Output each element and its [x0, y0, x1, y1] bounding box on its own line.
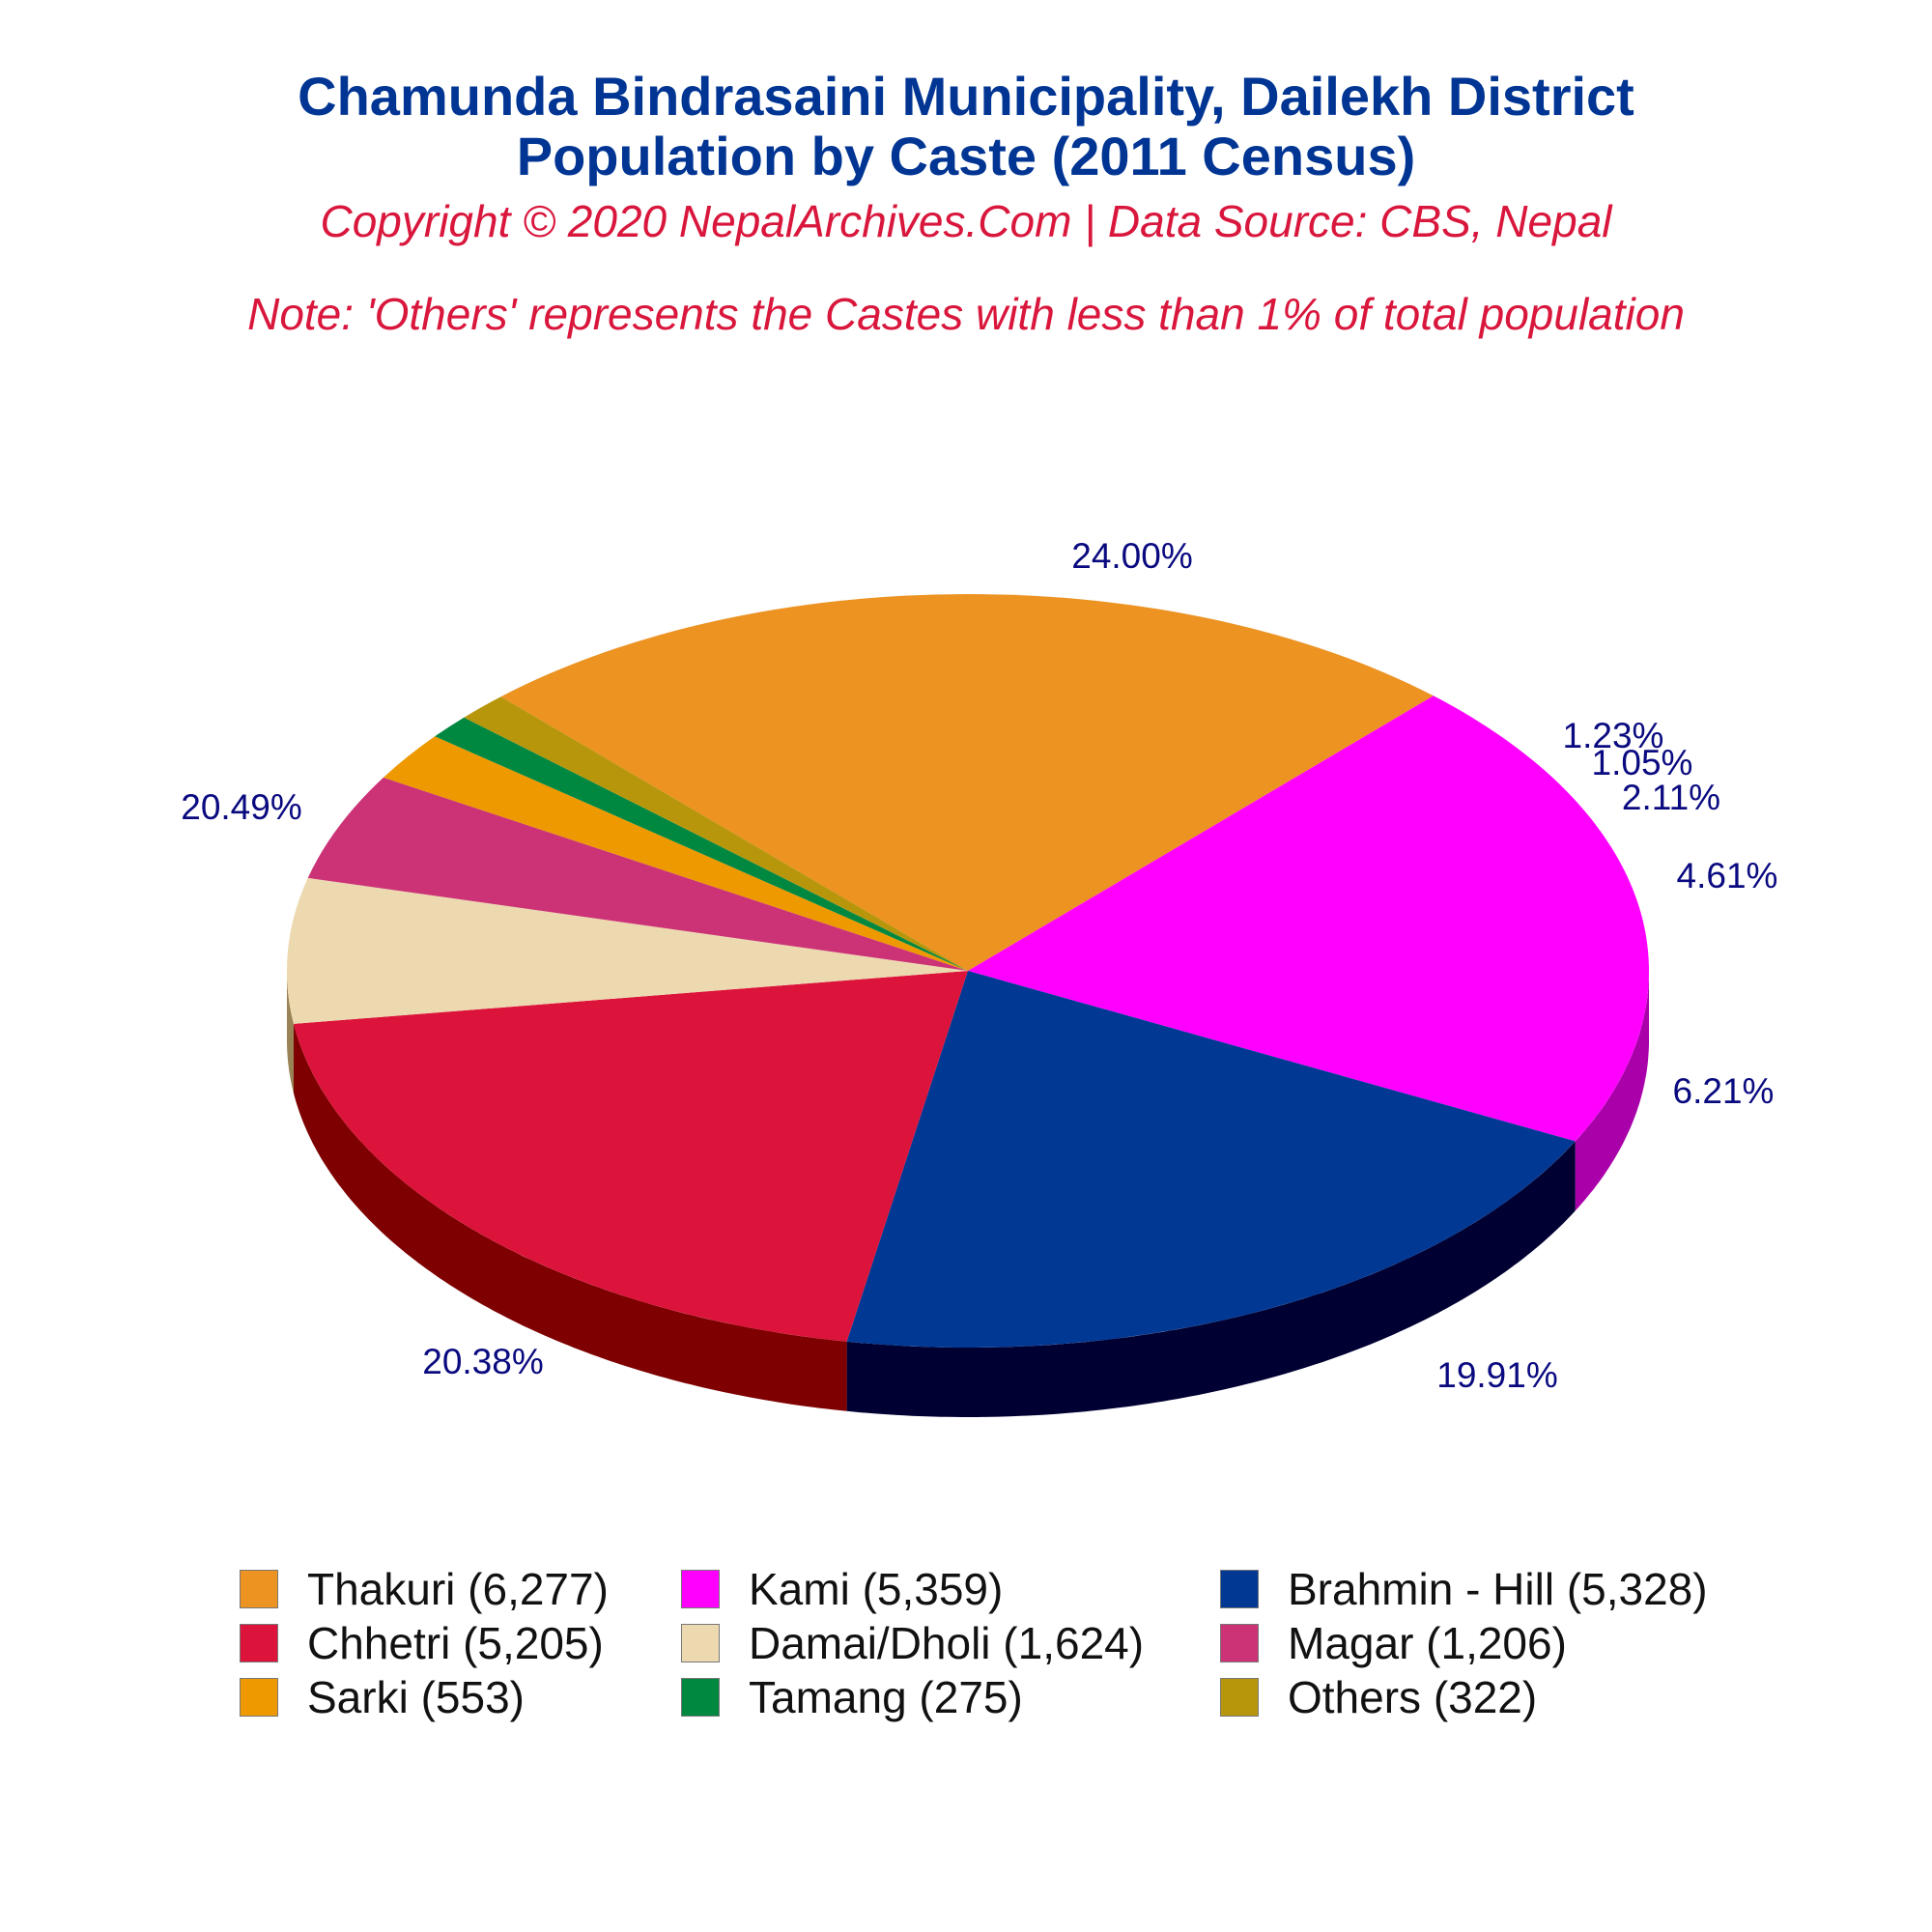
pie-label-damai-dholi: 6.21%	[1673, 1071, 1775, 1111]
pie-label-kami: 20.49%	[181, 787, 302, 827]
pie-side-chhetri	[294, 1023, 847, 1411]
pie-slice-brahmin-hill	[846, 971, 1576, 1349]
pie-slice-damai-dholi	[286, 877, 969, 1024]
copyright-text: Copyright © 2020 NepalArchives.Com | Dat…	[320, 196, 1612, 246]
pie-label-sarki: 2.11%	[1622, 778, 1720, 817]
pie-label-thakuri: 24.00%	[1071, 536, 1193, 576]
pie-label-tamang: 1.05%	[1592, 743, 1693, 782]
pie-slice-kami	[968, 696, 1649, 1142]
pie-slices	[286, 593, 1649, 1349]
pie-slice-tamang	[435, 717, 969, 971]
pie-label-chhetri: 19.91%	[1436, 1355, 1558, 1395]
pie-side-brahmin-hill	[846, 1141, 1576, 1417]
pie-side-damai-dholi	[287, 971, 294, 1094]
chart-title-line1: Chamunda Bindrasaini Municipality, Daile…	[298, 66, 1634, 127]
pie-slice-magar	[307, 777, 968, 971]
pie-label-brahmin-hill: 20.38%	[422, 1342, 544, 1381]
pie-labels: 24.00%20.49%20.38% 19.91%6.21%4.61%2.11%1…	[181, 536, 1777, 1395]
pie-sides	[287, 971, 1649, 1417]
chart-title-line2: Population by Caste (2011 Census)	[516, 126, 1416, 186]
note-text: Note: 'Others' represents the Castes wit…	[247, 289, 1685, 339]
pie-side-kami	[1575, 974, 1649, 1211]
pie-label-magar: 4.61%	[1677, 856, 1778, 895]
pie-slice-sarki	[383, 736, 968, 971]
pie-slice-others	[464, 696, 968, 971]
pie-slice-thakuri	[500, 593, 1434, 971]
pie-slice-chhetri	[294, 971, 968, 1342]
pie-label-others: 1.23%	[1563, 716, 1664, 755]
